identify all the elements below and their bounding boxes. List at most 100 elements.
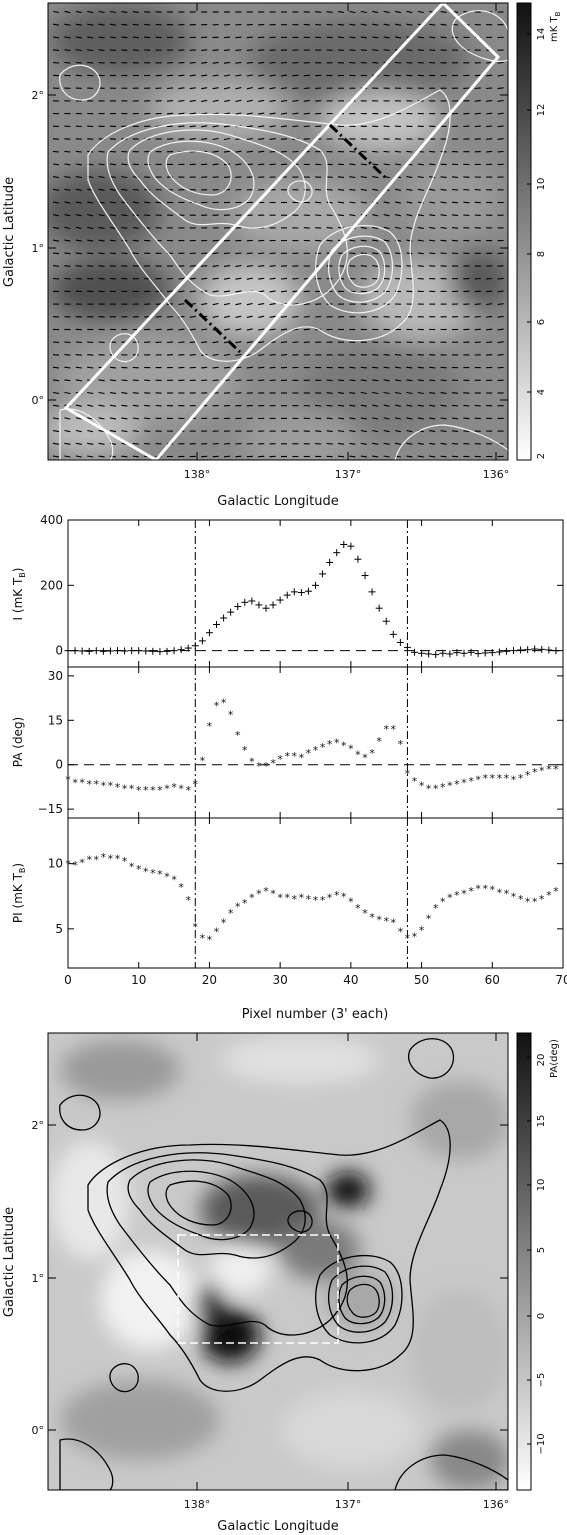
- data-point: [488, 649, 496, 657]
- polarization-vector: [52, 417, 60, 420]
- x-tick-label: 40: [343, 973, 358, 987]
- polarization-vector: [121, 163, 128, 166]
- polarization-vector: [212, 150, 219, 153]
- data-point: [425, 650, 433, 658]
- data-point: [510, 647, 517, 655]
- polarization-vector: [246, 366, 253, 369]
- polarization-vector: [326, 430, 333, 432]
- data-point: *: [277, 892, 283, 905]
- polarization-vector: [337, 442, 345, 445]
- polarization-vector: [372, 61, 379, 64]
- polarization-vector: [223, 36, 231, 39]
- polarization-vector: [178, 74, 185, 77]
- bottom-y-axis-label: Galactic Latitude: [2, 1207, 17, 1317]
- polarization-vector: [246, 315, 253, 318]
- polarization-vector: [109, 23, 117, 26]
- data-point: [354, 555, 362, 563]
- polarization-vector: [212, 87, 219, 90]
- polarization-vector: [406, 252, 413, 255]
- polarization-vector: [394, 163, 402, 166]
- polarization-vector: [64, 391, 71, 395]
- polarization-vector: [372, 417, 379, 420]
- polarization-vector: [280, 74, 288, 77]
- polarization-vector: [87, 354, 94, 356]
- polarization-vector: [166, 125, 174, 128]
- polarization-vector: [64, 10, 71, 14]
- polarization-vector: [121, 392, 128, 394]
- polarization-vector: [349, 176, 356, 179]
- polarization-vector: [52, 239, 60, 242]
- polarization-vector: [52, 404, 60, 407]
- polarization-vector: [383, 49, 390, 52]
- polarization-vector: [303, 315, 310, 318]
- data-point: *: [143, 865, 149, 878]
- data-point: [213, 621, 220, 629]
- polarization-vector: [75, 188, 82, 191]
- data-point: [304, 587, 312, 595]
- polarization-vector: [64, 49, 71, 52]
- polarization-vector: [383, 239, 390, 242]
- top-ytick-1: 1°: [32, 242, 45, 255]
- polarization-vector: [269, 138, 276, 140]
- bottom-ytick-0: 0°: [32, 1424, 45, 1437]
- polarization-vector: [383, 252, 390, 255]
- polarization-vector: [372, 10, 379, 14]
- polarization-vector: [64, 455, 71, 458]
- polarization-vector: [98, 188, 105, 191]
- polarization-vector: [258, 112, 265, 115]
- polarization-vector: [75, 265, 82, 267]
- polarization-vector: [440, 176, 447, 178]
- polarization-vector: [212, 302, 219, 306]
- polarization-vector: [326, 188, 333, 191]
- polarization-vector: [223, 277, 231, 280]
- polarization-vector: [372, 442, 379, 445]
- polarization-vector: [372, 239, 379, 242]
- y-tick-label: 10: [48, 857, 63, 871]
- polarization-vector: [406, 214, 413, 217]
- data-point: [163, 647, 171, 655]
- polarization-vector: [223, 125, 231, 128]
- data-point: *: [546, 889, 552, 902]
- polarization-vector: [64, 354, 71, 356]
- polarization-vector: [121, 11, 128, 13]
- polarization-vector: [372, 429, 379, 433]
- polarization-vector: [189, 138, 196, 140]
- polarization-vector: [98, 163, 105, 166]
- data-point: *: [327, 738, 333, 751]
- polarization-vector: [223, 290, 231, 293]
- polarization-vector: [497, 354, 504, 356]
- polarization-vector: [337, 176, 345, 178]
- polarization-vector: [109, 392, 117, 394]
- polarization-vector: [269, 112, 276, 115]
- polarization-vector: [258, 328, 265, 331]
- polarization-vector: [326, 11, 333, 13]
- polarization-vector: [326, 239, 333, 242]
- polarization-vector: [121, 430, 128, 433]
- polarization-vector: [189, 341, 196, 344]
- polarization-vector: [109, 417, 117, 420]
- data-point: *: [193, 920, 199, 933]
- data-point: *: [270, 888, 276, 901]
- polarization-vector: [349, 379, 356, 382]
- polarization-vector: [497, 138, 504, 140]
- polarization-vector: [269, 290, 276, 293]
- polarization-vector: [417, 379, 424, 382]
- polarization-vector: [98, 442, 105, 445]
- bottom-map-panel: 138° 137° 136° 2° 1° 0° Galactic Longitu…: [2, 1032, 560, 1534]
- data-point: *: [136, 784, 142, 797]
- polarization-vector: [417, 49, 424, 51]
- x-tick-label: 70: [555, 973, 567, 987]
- polarization-vector: [497, 303, 504, 306]
- x-tick-label: 50: [414, 973, 429, 987]
- polarization-vector: [349, 201, 356, 204]
- polarization-vector: [109, 239, 117, 242]
- polarization-vector: [486, 87, 493, 90]
- polarization-vector: [75, 366, 82, 369]
- data-point: *: [171, 873, 177, 886]
- data-point: *: [532, 895, 538, 908]
- data-point: *: [129, 782, 135, 795]
- polarization-vector: [372, 36, 379, 39]
- polarization-vector: [258, 252, 265, 255]
- polarization-vector: [246, 49, 253, 51]
- polarization-vector: [109, 430, 117, 433]
